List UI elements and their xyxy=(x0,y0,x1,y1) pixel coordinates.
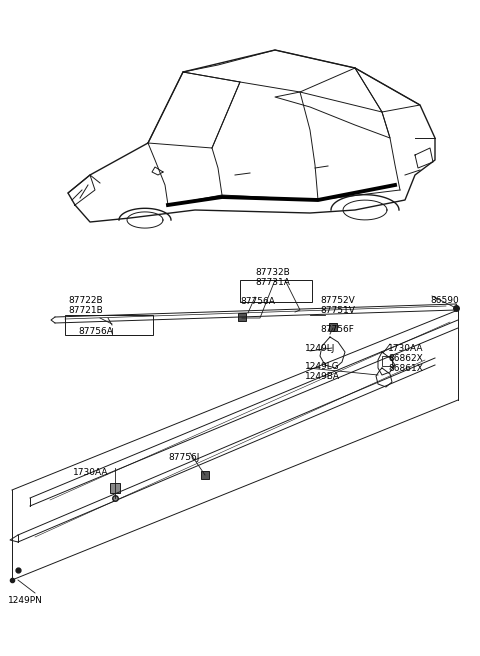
Bar xyxy=(65,315,153,335)
Bar xyxy=(382,356,392,366)
Text: 86590: 86590 xyxy=(430,296,459,305)
Text: 1249PN: 1249PN xyxy=(8,596,43,605)
Bar xyxy=(329,323,337,331)
Text: 87756A: 87756A xyxy=(240,297,275,306)
Text: 87756A: 87756A xyxy=(78,327,113,336)
Text: 1730AA: 1730AA xyxy=(388,344,423,353)
Bar xyxy=(201,471,209,479)
Bar xyxy=(110,483,120,493)
Bar xyxy=(240,280,312,302)
Text: 87756J: 87756J xyxy=(168,453,199,462)
Text: 87722B: 87722B xyxy=(68,296,103,305)
Text: 1730AA: 1730AA xyxy=(73,468,108,477)
Text: 87732B: 87732B xyxy=(255,268,290,277)
Bar xyxy=(68,296,150,318)
Text: 1249LG: 1249LG xyxy=(305,362,340,371)
Text: 1249LJ: 1249LJ xyxy=(305,344,336,353)
Text: 87751V: 87751V xyxy=(320,306,355,315)
Text: 87731A: 87731A xyxy=(255,278,290,287)
Text: 86861X: 86861X xyxy=(388,364,423,373)
Text: 87756F: 87756F xyxy=(320,325,354,334)
Text: 86862X: 86862X xyxy=(388,354,423,363)
Text: 1249BA: 1249BA xyxy=(305,372,340,381)
Bar xyxy=(68,318,150,335)
Text: 87721B: 87721B xyxy=(68,306,103,315)
Text: 87752V: 87752V xyxy=(320,296,355,305)
Bar xyxy=(108,324,116,332)
Bar xyxy=(238,313,246,321)
